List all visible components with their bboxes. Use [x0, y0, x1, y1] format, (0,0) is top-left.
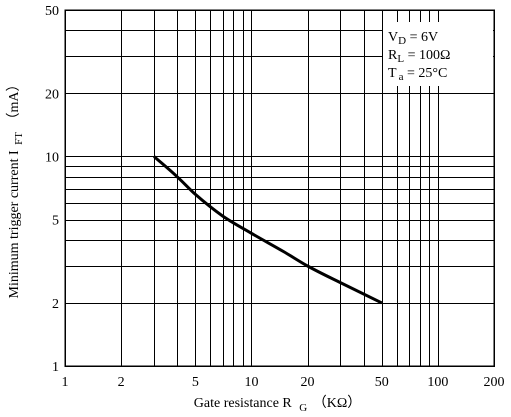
x-axis-label-sub: G: [299, 402, 307, 414]
x-tick-label: 5: [192, 375, 199, 390]
y-tick-label: 5: [52, 214, 59, 229]
condition-rl: RL = 100Ω: [388, 48, 450, 65]
y-axis-label-sub: FT: [13, 132, 25, 145]
y-tick-label: 20: [45, 87, 59, 102]
plot-frame: [64, 9, 495, 367]
x-tick-label: 10: [244, 375, 258, 390]
x-tick-label: 2: [118, 375, 125, 390]
y-axis-label-main: Minimum trigger current I: [7, 150, 22, 298]
conditions-box: [383, 22, 493, 86]
y-axis-label-unit: （mA）: [6, 78, 22, 127]
curve-layer: [153, 155, 383, 305]
y-tick-label: 50: [45, 4, 59, 19]
y-tick-labels: 1 2 5 10 20 50: [45, 4, 59, 375]
x-tick-label: 20: [301, 375, 315, 390]
x-tick-labels: 1 2 5 10 20 50 100 200: [62, 375, 505, 390]
y-tick-label: 1: [52, 360, 59, 375]
y-tick-label: 2: [52, 297, 59, 312]
series-line: [153, 155, 383, 305]
condition-vd: VD = 6V: [388, 30, 438, 47]
x-tick-label: 1: [62, 375, 69, 390]
x-axis-label-unit: （KΩ）: [313, 395, 362, 411]
x-tick-label: 200: [484, 375, 505, 390]
x-tick-label: 50: [375, 375, 389, 390]
y-tick-label: 10: [45, 150, 59, 165]
x-axis-label-main: Gate resistance R: [194, 396, 293, 411]
y-axis-label: Minimum trigger current I FT （mA）: [6, 78, 26, 299]
x-axis-label: Gate resistance R G （KΩ）: [194, 395, 361, 415]
x-tick-label: 100: [427, 375, 448, 390]
